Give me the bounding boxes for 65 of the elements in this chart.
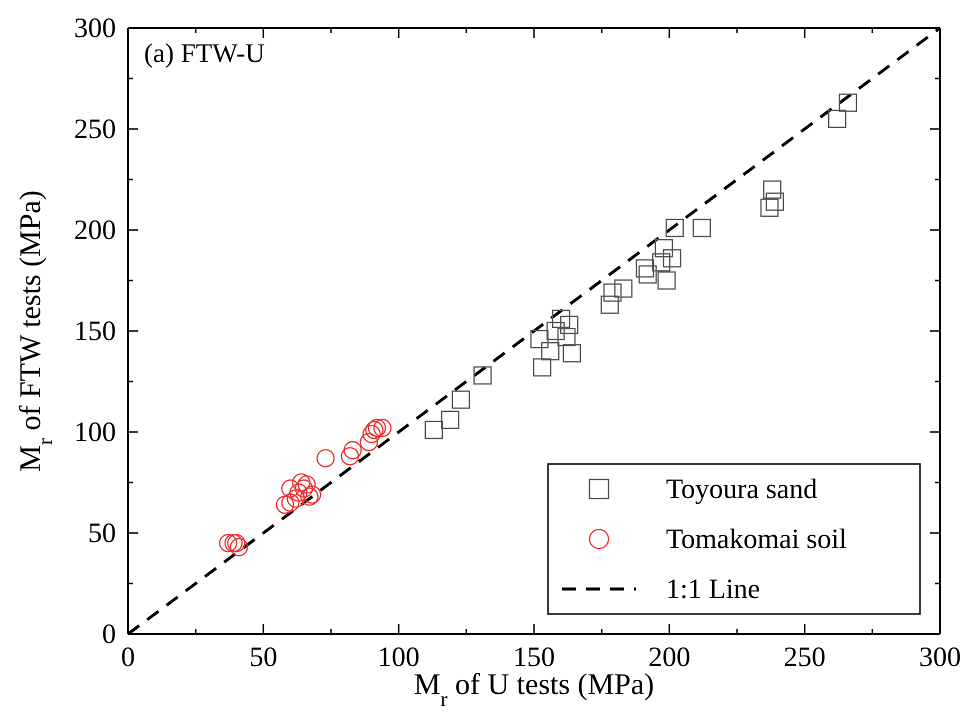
point <box>562 344 582 362</box>
point <box>373 418 392 438</box>
y-tick-label: 150 <box>74 316 116 347</box>
y-tick-label: 200 <box>74 214 116 246</box>
point <box>636 259 654 278</box>
point <box>424 420 444 440</box>
point <box>552 310 570 328</box>
point <box>360 432 378 452</box>
y-tick-label: 100 <box>74 416 116 448</box>
point <box>340 447 360 466</box>
point <box>218 534 238 552</box>
point <box>294 479 314 498</box>
point <box>281 479 300 498</box>
point <box>763 180 782 199</box>
point <box>297 475 316 494</box>
point <box>541 342 560 360</box>
point <box>300 487 318 506</box>
point <box>838 94 858 112</box>
y-tick-label: 0 <box>102 618 116 650</box>
point <box>614 279 632 298</box>
y-tick-label: 50 <box>88 518 116 549</box>
point <box>666 218 684 238</box>
point <box>227 534 246 552</box>
point <box>530 330 549 348</box>
point <box>600 296 619 314</box>
point <box>662 249 682 268</box>
x-tick-label: 250 <box>784 642 826 673</box>
point <box>546 322 565 340</box>
point <box>473 366 492 385</box>
point <box>654 239 674 258</box>
point <box>440 410 460 430</box>
y-tick-label: 300 <box>74 12 116 44</box>
x-tick-label: 300 <box>919 642 961 673</box>
point <box>224 534 243 552</box>
x-tick-label: 0 <box>121 642 135 673</box>
point <box>760 198 779 217</box>
point <box>316 449 335 468</box>
point <box>289 483 308 502</box>
point <box>362 424 381 444</box>
point <box>365 420 384 440</box>
point <box>452 390 470 409</box>
y-tick-label: 250 <box>74 114 116 145</box>
point <box>532 358 552 377</box>
legend-label: 1:1 Line <box>666 574 760 605</box>
x-tick-label: 50 <box>249 642 278 673</box>
point <box>230 538 248 556</box>
point <box>638 265 657 284</box>
point <box>557 328 576 346</box>
point <box>368 418 386 438</box>
point <box>766 192 784 211</box>
point <box>302 485 322 504</box>
point <box>692 218 711 238</box>
point <box>828 110 846 128</box>
point <box>286 490 305 508</box>
point <box>652 253 670 272</box>
legend-label: Toyoura sand <box>666 474 818 505</box>
point <box>560 316 578 334</box>
point <box>292 473 310 492</box>
annotation: (a) FTW-U <box>144 38 265 68</box>
point <box>276 496 294 514</box>
point <box>344 441 362 460</box>
legend-label: Tomakomai soil <box>666 524 848 555</box>
point <box>657 271 676 290</box>
point <box>281 494 300 512</box>
point <box>603 283 622 302</box>
